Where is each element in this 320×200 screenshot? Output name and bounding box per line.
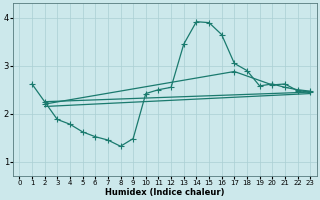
X-axis label: Humidex (Indice chaleur): Humidex (Indice chaleur) — [105, 188, 225, 197]
